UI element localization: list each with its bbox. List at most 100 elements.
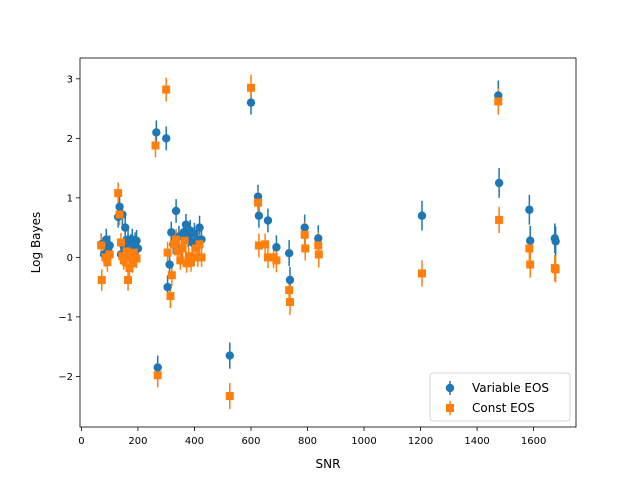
data-point-const-eos (285, 286, 294, 295)
legend-label: Const EOS (472, 401, 535, 415)
data-point-const-eos (132, 254, 141, 263)
data-point-variable-eos (551, 237, 560, 246)
data-point-const-eos (101, 253, 110, 262)
data-point-const-eos (105, 250, 114, 259)
x-tick-label: 600 (241, 436, 260, 447)
data-point-variable-eos (300, 223, 309, 232)
data-point-const-eos (129, 248, 138, 257)
data-point-variable-eos (246, 98, 256, 107)
data-point-const-eos (115, 210, 124, 219)
data-point-variable-eos (181, 220, 191, 229)
y-tick-label: −2 (58, 372, 73, 383)
x-axis-ticks: 0 200 400 600 800 1000 1200 1400 1600 (78, 427, 546, 447)
data-point-variable-eos (165, 260, 174, 269)
legend-box (429, 372, 571, 422)
data-point-variable-eos (152, 128, 161, 137)
data-point-variable-eos (161, 134, 171, 143)
data-point-const-eos (187, 258, 196, 267)
y-tick-label: 1 (67, 193, 73, 204)
data-point-const-eos (314, 241, 323, 250)
data-point-variable-eos (494, 178, 504, 188)
data-point-const-eos (314, 250, 323, 259)
data-point-const-eos (166, 292, 175, 301)
data-point-variable-eos (153, 363, 162, 372)
data-point-const-eos (97, 275, 106, 284)
data-point-const-eos (285, 298, 294, 307)
data-point-const-eos (172, 235, 181, 244)
data-point-variable-eos (115, 202, 124, 211)
data-point-const-eos (195, 240, 204, 249)
y-tick-label: −1 (58, 312, 73, 323)
y-axis-label: Log Bayes (29, 212, 43, 274)
data-point-variable-eos (284, 249, 294, 258)
data-point-const-eos (301, 244, 310, 253)
data-point-const-eos (97, 241, 106, 250)
y-axis-ticks: −2 −1 0 1 2 3 (58, 74, 80, 383)
data-point-variable-eos (526, 236, 535, 245)
data-point-variable-eos (171, 206, 181, 216)
data-point-const-eos (254, 198, 263, 207)
data-point-const-eos (128, 259, 137, 268)
data-point-const-eos (163, 248, 172, 257)
data-point-const-eos (182, 259, 191, 268)
legend-marker-square (446, 404, 454, 412)
data-point-const-eos (246, 83, 255, 92)
data-point-const-eos (225, 392, 234, 401)
data-point-variable-eos (525, 205, 534, 214)
data-point-const-eos (197, 253, 206, 262)
data-point-variable-eos (195, 223, 204, 232)
legend: Variable EOS Const EOS (429, 372, 571, 422)
data-point-const-eos (170, 240, 179, 249)
data-point-const-eos (525, 244, 534, 253)
x-tick-label: 400 (185, 436, 204, 447)
data-point-const-eos (495, 215, 504, 224)
data-point-const-eos (254, 241, 263, 250)
x-axis-label: SNR (316, 457, 341, 471)
x-tick-label: 800 (298, 436, 317, 447)
data-point-variable-eos (163, 282, 172, 292)
data-point-variable-eos (132, 236, 141, 245)
data-point-variable-eos (263, 216, 273, 225)
data-point-const-eos (174, 247, 183, 256)
data-point-const-eos (526, 260, 535, 269)
data-point-const-eos (121, 253, 130, 262)
x-tick-label: 1000 (351, 436, 376, 447)
legend-marker-circle (445, 383, 455, 393)
data-point-const-eos (180, 236, 189, 245)
plot-area-frame (79, 57, 577, 428)
data-point-const-eos (162, 85, 171, 94)
x-tick-label: 1400 (464, 436, 489, 447)
x-tick-label: 0 (78, 436, 84, 447)
data-point-variable-eos (417, 211, 427, 220)
data-point-const-eos (151, 141, 160, 150)
data-point-variable-eos (285, 275, 295, 285)
data-point-const-eos (103, 258, 112, 267)
data-point-const-eos (263, 253, 272, 262)
data-point-variable-eos (121, 223, 130, 232)
data-point-const-eos (189, 253, 198, 262)
data-point-const-eos (125, 264, 134, 273)
data-point-const-eos (261, 240, 270, 249)
data-point-const-eos (167, 271, 176, 280)
data-point-const-eos (114, 189, 123, 198)
data-point-const-eos (272, 256, 281, 265)
data-point-const-eos (551, 265, 560, 274)
data-point-const-eos (178, 244, 187, 253)
data-point-variable-eos (314, 234, 323, 243)
data-point-const-eos (176, 256, 185, 265)
data-markers (96, 83, 560, 401)
y-tick-label: 3 (67, 74, 73, 85)
data-point-variable-eos (167, 228, 176, 237)
x-tick-label: 200 (128, 436, 147, 447)
data-point-const-eos (122, 247, 131, 256)
data-point-variable-eos (272, 243, 281, 252)
data-point-variable-eos (105, 241, 114, 250)
data-point-variable-eos (225, 351, 234, 360)
x-tick-label: 1600 (521, 436, 546, 447)
x-tick-label: 1200 (408, 436, 433, 447)
data-point-const-eos (153, 371, 162, 380)
data-point-const-eos (494, 97, 503, 106)
data-point-const-eos (300, 230, 309, 239)
